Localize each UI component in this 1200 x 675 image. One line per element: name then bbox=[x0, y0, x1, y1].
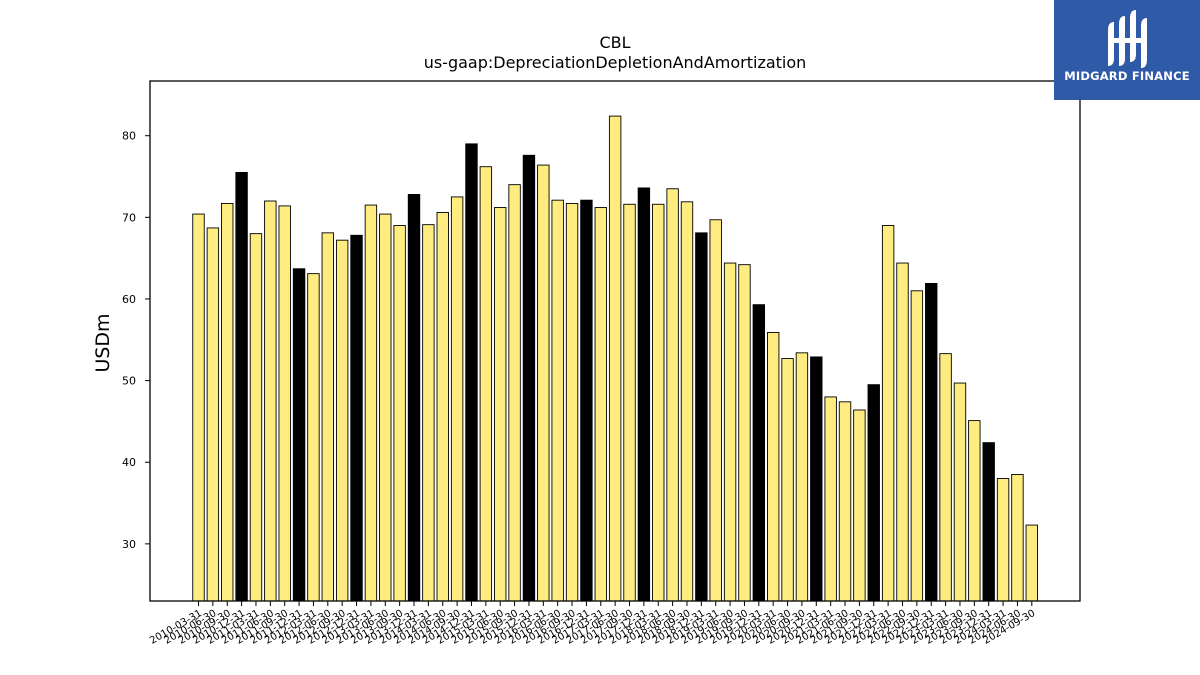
midgard-finance-logo: MIDGARD FINANCE bbox=[1054, 0, 1200, 100]
bar-2018-12-31 bbox=[695, 232, 708, 602]
bar-2021-06-30 bbox=[838, 401, 852, 602]
y-tick-label: 70 bbox=[122, 211, 136, 224]
bar-2023-06-30 bbox=[953, 382, 967, 602]
bar-2014-09-30 bbox=[450, 196, 464, 602]
bar-2022-12-31 bbox=[925, 283, 938, 602]
y-axis-label: USDm bbox=[92, 313, 114, 372]
bar-2011-12-31 bbox=[292, 268, 306, 602]
bar-2014-12-31 bbox=[465, 143, 478, 602]
y-tick-label: 40 bbox=[122, 456, 136, 469]
bar-2020-03-31 bbox=[766, 331, 780, 602]
bar-2017-09-30 bbox=[623, 203, 636, 602]
x-axis-ticks: 2010-03-312010-06-302010-09-302010-12-31… bbox=[148, 601, 1037, 647]
bar-2013-06-30 bbox=[379, 213, 392, 602]
bar-2021-09-30 bbox=[853, 409, 866, 602]
y-tick-label: 80 bbox=[122, 130, 136, 143]
bar-2012-12-31 bbox=[350, 234, 363, 602]
bar-2023-09-30 bbox=[968, 420, 981, 602]
bar-2015-12-31 bbox=[522, 154, 536, 602]
bar-2024-06-30 bbox=[1011, 474, 1024, 602]
bar-2012-03-31 bbox=[307, 273, 320, 602]
bar-2021-12-31 bbox=[867, 384, 880, 602]
bar-2018-06-30 bbox=[666, 188, 679, 602]
bar-2010-09-30 bbox=[221, 202, 234, 602]
logo-text: MIDGARD FINANCE bbox=[1064, 69, 1190, 83]
bar-2010-12-31 bbox=[235, 171, 248, 602]
bar-2020-09-30 bbox=[795, 352, 809, 602]
bar-2023-12-31 bbox=[982, 442, 995, 602]
plot-frame bbox=[149, 80, 1081, 602]
bar-2020-12-31 bbox=[810, 356, 823, 602]
bar-2017-06-30 bbox=[608, 115, 622, 602]
bar-2020-06-30 bbox=[781, 358, 794, 602]
bar-2018-09-30 bbox=[680, 201, 694, 602]
bar-2017-03-31 bbox=[594, 207, 607, 602]
bar-2012-06-30 bbox=[321, 232, 334, 602]
bar-2016-09-30 bbox=[565, 202, 579, 602]
bar-2022-03-31 bbox=[881, 225, 895, 602]
bar-2022-06-30 bbox=[896, 262, 909, 602]
y-tick-label: 60 bbox=[122, 293, 136, 306]
chart-title: CBL bbox=[599, 33, 630, 52]
bar-2022-09-30 bbox=[910, 290, 924, 602]
chart-subtitle: us-gaap:DepreciationDepletionAndAmortiza… bbox=[424, 53, 807, 72]
bar-2017-12-31 bbox=[637, 187, 651, 602]
bar-2013-09-30 bbox=[393, 225, 406, 602]
bar-2011-09-30 bbox=[278, 205, 291, 602]
bar-2023-03-31 bbox=[939, 353, 952, 602]
y-tick-label: 30 bbox=[122, 538, 136, 551]
bar-2018-03-31 bbox=[652, 203, 665, 602]
y-tick-label: 50 bbox=[122, 375, 136, 388]
bar-2011-03-31 bbox=[249, 233, 263, 602]
bar-2012-09-30 bbox=[335, 239, 349, 602]
bar-2016-12-31 bbox=[580, 199, 593, 602]
bar-2019-09-30 bbox=[738, 264, 751, 602]
bar-2015-03-31 bbox=[479, 166, 493, 602]
bar-2013-12-31 bbox=[407, 194, 421, 602]
bar-2019-06-30 bbox=[723, 262, 737, 602]
bar-2015-06-30 bbox=[494, 207, 507, 602]
bar-series bbox=[192, 115, 1038, 602]
bar-2011-06-30 bbox=[264, 200, 277, 602]
bar-2010-06-30 bbox=[206, 227, 220, 602]
bar-2013-03-31 bbox=[364, 204, 378, 602]
bar-2014-03-31 bbox=[422, 224, 435, 602]
bar-2019-03-31 bbox=[709, 219, 722, 602]
bar-2016-06-30 bbox=[551, 199, 564, 602]
bar-2024-03-31 bbox=[996, 478, 1010, 602]
bar-2015-09-30 bbox=[508, 184, 521, 602]
midgard-logo-icon bbox=[1108, 10, 1147, 68]
bar-2014-06-30 bbox=[436, 211, 449, 602]
bar-2021-03-31 bbox=[824, 396, 837, 602]
bar-2019-12-31 bbox=[752, 304, 766, 602]
y-axis-ticks: 30 40 50 60 70 80 bbox=[122, 130, 150, 551]
bar-2010-03-31 bbox=[192, 213, 205, 602]
bar-2016-03-31 bbox=[537, 164, 550, 602]
bar-2024-09-30 bbox=[1025, 524, 1038, 602]
